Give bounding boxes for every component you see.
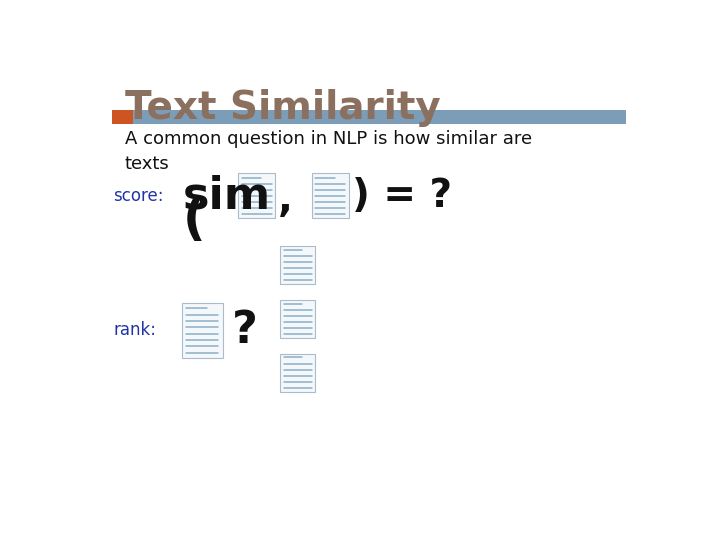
Text: ) = ?: ) = ? <box>352 177 452 215</box>
Text: score:: score: <box>113 187 163 205</box>
Text: ,: , <box>277 180 292 219</box>
Bar <box>133 110 626 124</box>
Bar <box>280 246 315 284</box>
Text: (: ( <box>183 197 206 244</box>
Text: A common question in NLP is how similar are
texts: A common question in NLP is how similar … <box>125 130 532 173</box>
Bar <box>312 173 349 218</box>
Text: ?: ? <box>232 309 258 352</box>
Bar <box>238 173 275 218</box>
Text: sim: sim <box>183 174 271 217</box>
Bar <box>182 303 222 358</box>
Bar <box>280 354 315 392</box>
Bar <box>112 110 133 124</box>
Bar <box>280 300 315 338</box>
Text: rank:: rank: <box>113 321 156 340</box>
Text: Text Similarity: Text Similarity <box>125 90 441 127</box>
